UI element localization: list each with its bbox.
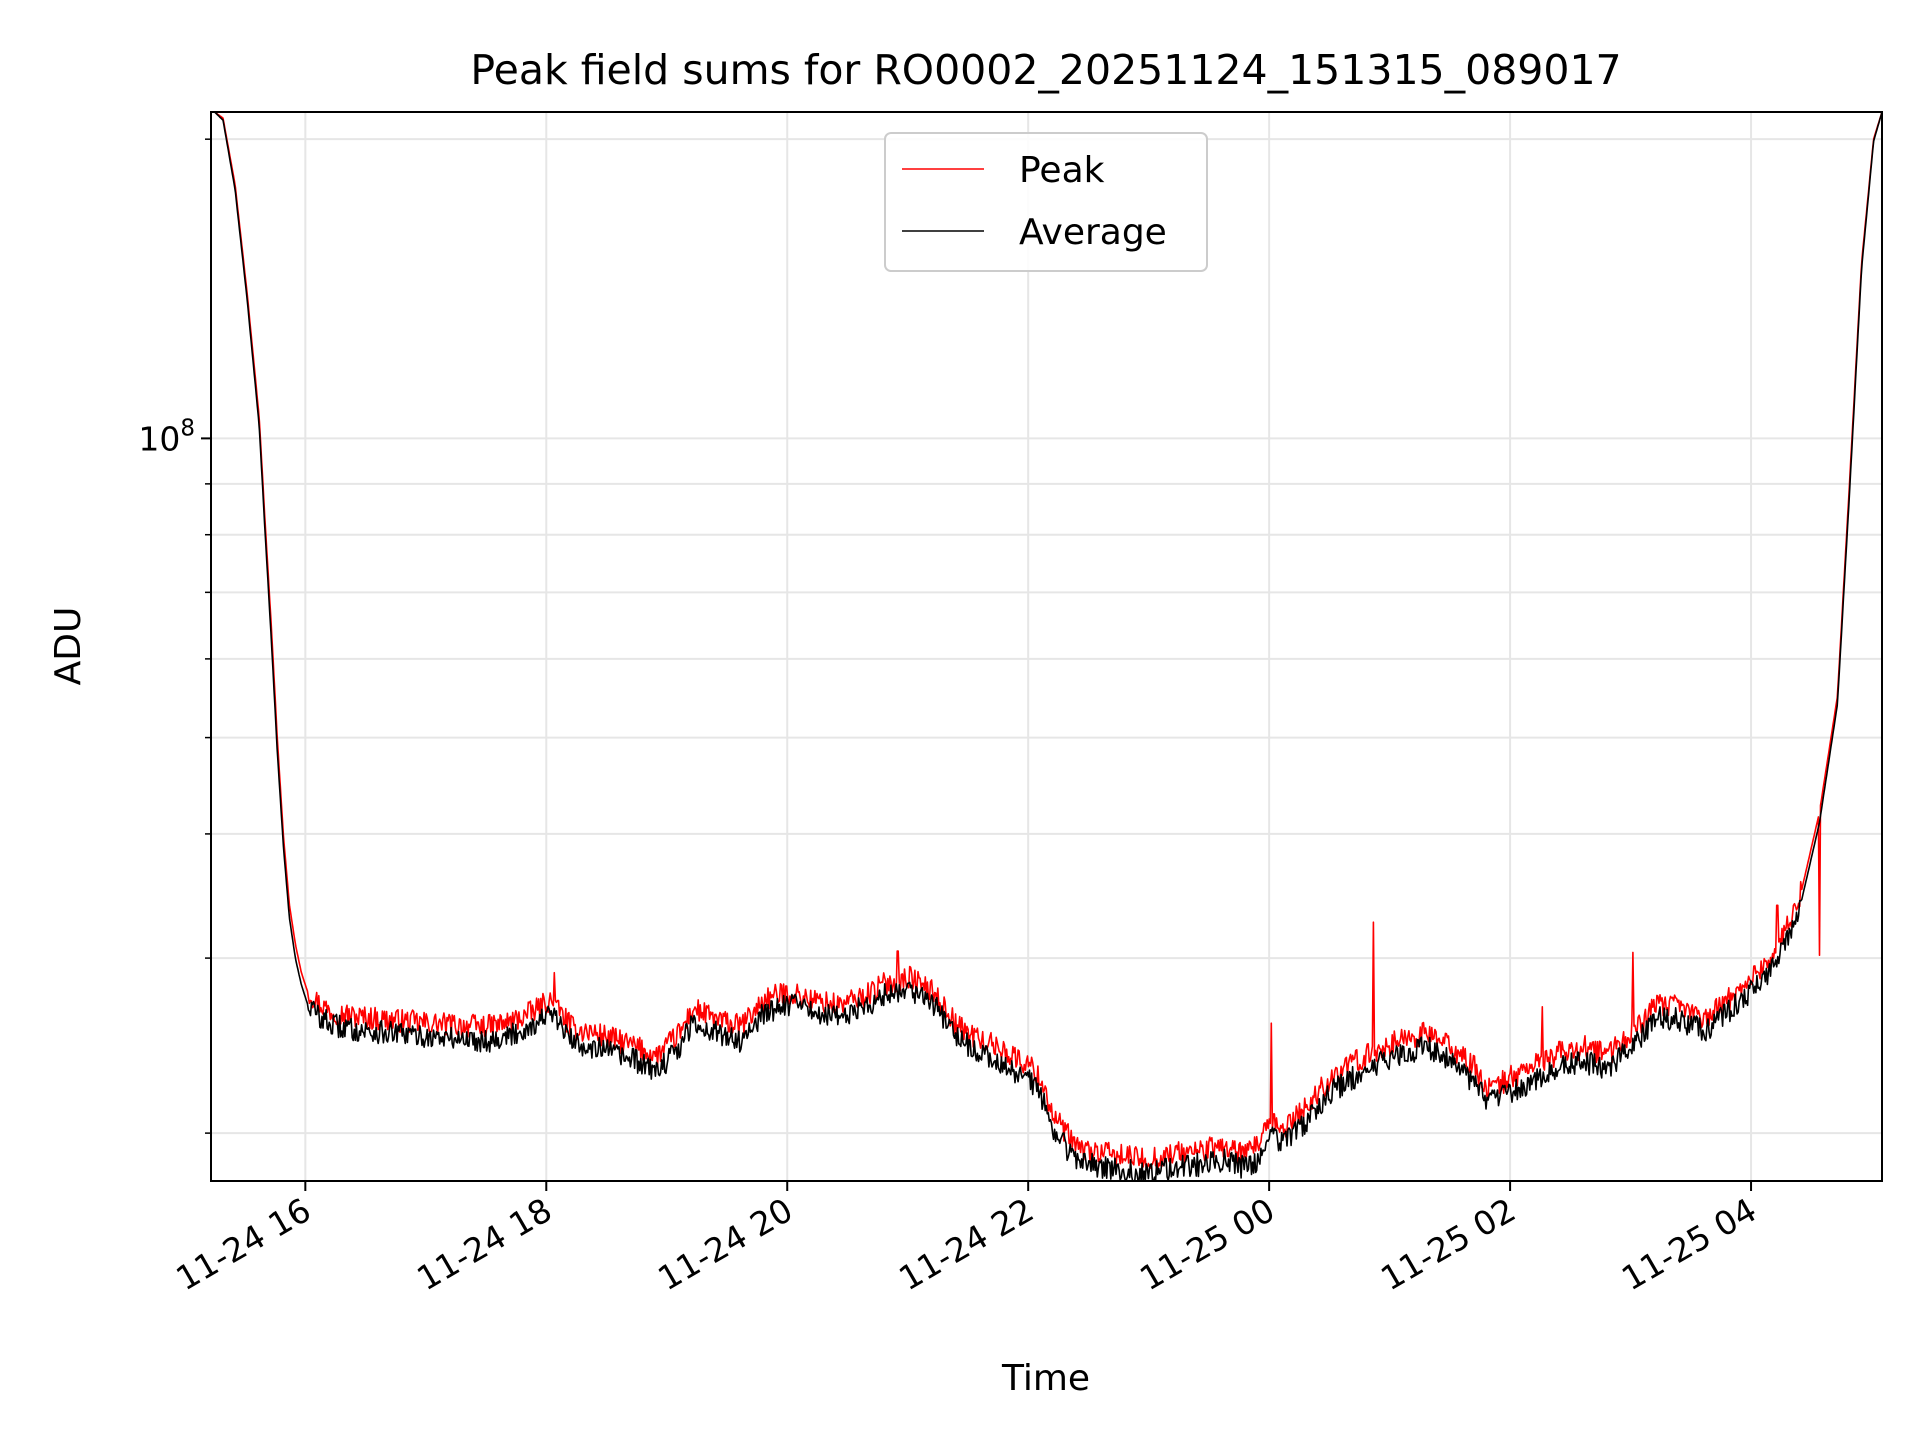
x-axis-label: Time	[1001, 1358, 1090, 1399]
chart-title: Peak field sums for RO0002_20251124_1513…	[470, 46, 1621, 94]
legend: Peak Average	[884, 132, 1208, 272]
y-tick-label-base: 10	[138, 419, 180, 458]
y-axis-label: ADU	[48, 607, 89, 686]
y-tick-label-exponent: 8	[180, 415, 195, 441]
grid-lines	[211, 112, 1882, 1181]
series-line-peak	[214, 111, 1883, 1171]
series-layer	[214, 111, 1883, 1182]
legend-box	[884, 132, 1208, 272]
y-tick-label: 108	[138, 415, 195, 458]
plot-frame	[210, 111, 1883, 1182]
series-line-average	[214, 111, 1883, 1182]
legend-label-peak: Peak	[1019, 150, 1105, 191]
legend-label-average: Average	[1019, 212, 1167, 253]
